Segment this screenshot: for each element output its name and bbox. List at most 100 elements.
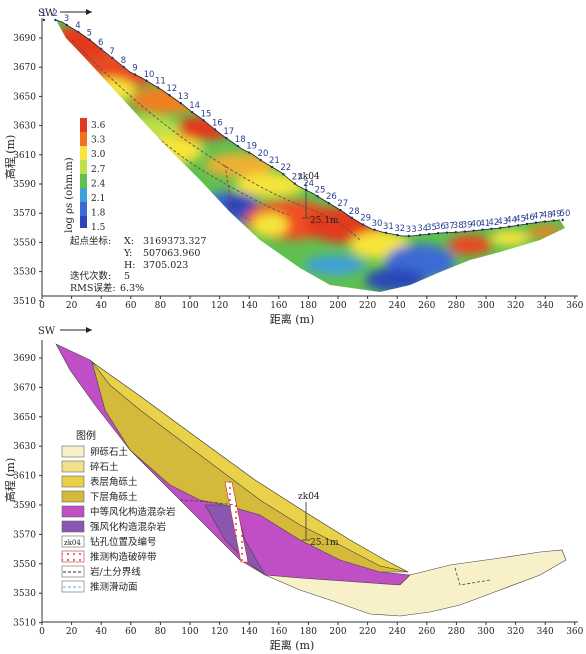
y-tick-label: 3630	[13, 122, 36, 132]
electrode-marker	[419, 233, 422, 237]
x-tick-label: 180	[300, 627, 317, 637]
electrode-label: 2	[52, 9, 57, 19]
resistivity-section	[56, 20, 565, 292]
top-x-label: 距离 (m)	[270, 312, 315, 326]
legend-swatch	[61, 445, 85, 458]
iteration-label: 迭代次数:	[70, 270, 111, 282]
x-tick-label: 360	[566, 627, 583, 637]
electrode-label: 46	[524, 213, 535, 223]
legend-item: 推测滑动面	[61, 580, 138, 593]
electrode-marker	[472, 229, 475, 232]
electrode-label: 34	[417, 224, 428, 234]
electrode-marker	[339, 208, 342, 212]
x-tick-label: 0	[39, 301, 45, 311]
top-panel: SW	[3, 8, 584, 326]
legend-item: 表层角砾土	[61, 475, 138, 488]
x-tick-label: 140	[241, 301, 258, 311]
electrode-label: 13	[178, 92, 189, 102]
electrode-marker	[236, 144, 239, 148]
legend-label: 下层角砾土	[90, 491, 138, 503]
electrode-label: 40	[471, 220, 482, 230]
y-tick-label: 3670	[13, 63, 36, 73]
electrode-label: 27	[337, 199, 348, 209]
y-tick-label: 3630	[13, 442, 36, 452]
survey-info: 起点坐标: X: 3169373.327 Y: 507063.960 H: 37…	[70, 235, 206, 294]
x-tick-label: 280	[448, 627, 465, 637]
electrode-label: 12	[166, 84, 177, 94]
legend-item: 岩/土分界线	[61, 565, 141, 578]
legend-label: 推测滑动面	[90, 581, 138, 593]
x-tick-label: 140	[241, 627, 258, 637]
electrode-marker	[350, 216, 353, 220]
legend-label: 卵砾石土	[90, 446, 129, 458]
legend-label: 推测构造破碎带	[90, 551, 157, 563]
y-tick-label: 3570	[13, 530, 36, 540]
electrode-labels: 1 2 34567891011121314151617181920212223242…	[41, 9, 570, 238]
legend-label: 岩/土分界线	[90, 566, 141, 578]
y-tick-label: 3530	[13, 589, 36, 599]
colorbar-tick: 2.1	[91, 194, 105, 204]
legend-swatch	[61, 505, 85, 518]
electrode-label: 30	[372, 219, 383, 229]
y-tick-label: 3530	[13, 268, 36, 278]
x-tick-label: 0	[39, 627, 45, 637]
geology-section	[55, 343, 567, 617]
legend-item: zk04 钻孔位置及编号	[61, 535, 157, 548]
electrode-marker	[225, 136, 228, 140]
electrode-label: 3	[64, 14, 69, 24]
electrode-marker	[156, 86, 160, 89]
electrode-label: 8	[121, 56, 126, 66]
electrode-label: 35	[426, 223, 437, 233]
start-coord-label: 起点坐标:	[70, 235, 111, 247]
x-tick-label: 160	[270, 301, 287, 311]
y-tick-label: 3610	[13, 151, 36, 161]
top-y-ticks: 3690 3670 3650 3630 3610 3590 3570 3550 3530 3510	[13, 34, 42, 307]
legend-label: 强风化构造混杂岩	[90, 521, 166, 533]
colorbar-tick: 1.8	[91, 209, 106, 219]
electrode-label: 31	[383, 222, 394, 232]
x-tick-label: 200	[329, 301, 346, 311]
electrode-marker	[534, 221, 538, 224]
electrode-label: 42	[488, 218, 499, 228]
electrode-marker	[65, 23, 69, 27]
electrode-marker	[362, 223, 365, 226]
electrode-label: 11	[155, 77, 166, 87]
electrode-label: 4	[75, 21, 80, 31]
electrode-label: 43	[497, 217, 508, 227]
electrode-label: 37	[444, 222, 455, 232]
x-tick-label: 320	[507, 627, 524, 637]
electrode-label: 29	[360, 214, 371, 224]
legend-item: 碎石土	[61, 460, 119, 473]
colorbar-tick: 3.0	[91, 150, 106, 160]
legend-item: 中等风化构造混杂岩	[61, 505, 176, 518]
y-coord-value: 507063.960	[143, 248, 200, 259]
legend-swatch	[61, 550, 85, 563]
electrode-label: 10	[144, 70, 155, 80]
bottom-y-ticks: 3690 3670 3650 3630 3610 3590 3570 3550 3530 3510	[13, 354, 42, 629]
x-tick-label: 60	[125, 627, 137, 637]
electrode-label: 41	[480, 219, 491, 229]
x-tick-label: 160	[270, 627, 287, 637]
x-tick-label: 60	[125, 301, 137, 311]
electrode-marker	[88, 38, 91, 41]
electrode-marker	[134, 73, 137, 76]
rms-value: 6.3%	[120, 283, 144, 294]
electrode-marker	[77, 30, 80, 34]
colorbar-ticks: 3.6 3.3 3.0 2.7 2.4 2.1 1.8 1.5	[91, 121, 106, 233]
x-tick-label: 220	[359, 301, 376, 311]
electrode-label: 21	[269, 156, 280, 166]
electrode-label: 39	[462, 221, 473, 231]
electrode-marker	[384, 231, 388, 234]
legend-item: 推测构造破碎带	[61, 550, 157, 563]
y-coord-label: Y:	[123, 248, 132, 259]
electrode-label: 45	[515, 214, 526, 224]
electrode-marker	[316, 195, 319, 198]
legend-swatch	[61, 460, 85, 473]
legend-label: 碎石土	[90, 461, 119, 473]
y-tick-label: 3510	[13, 619, 36, 629]
bottom-direction-arrow: SW	[38, 326, 92, 337]
x-tick-label: 220	[359, 627, 376, 637]
electrode-marker	[463, 230, 466, 233]
electrode-label: 9	[132, 64, 137, 74]
electrode-label: 19	[246, 142, 257, 152]
